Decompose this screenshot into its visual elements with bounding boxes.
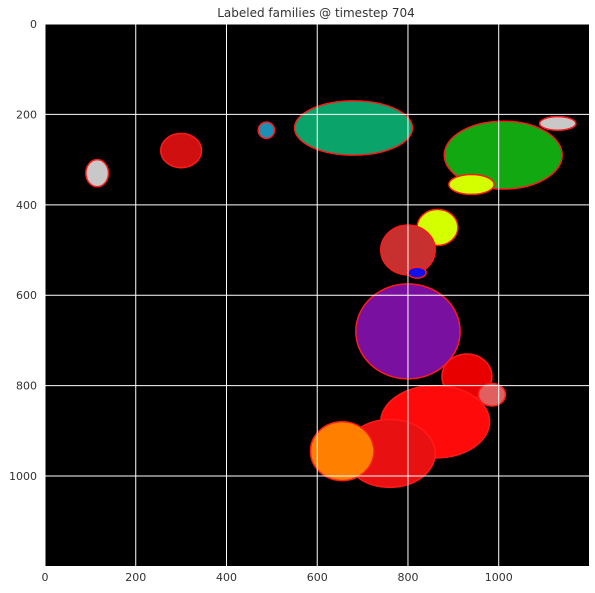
region-light-gray-ne xyxy=(538,115,577,131)
region-orange xyxy=(309,421,375,482)
x-tick-label: 800 xyxy=(397,571,418,584)
region-bright-green xyxy=(443,120,563,190)
region-dark-red-left xyxy=(159,132,203,169)
x-tick-label: 1000 xyxy=(485,571,513,584)
x-tick-label: 600 xyxy=(307,571,328,584)
y-tick-label: 600 xyxy=(16,289,37,302)
region-yellow-top xyxy=(448,173,495,196)
plot-area xyxy=(44,23,589,566)
y-axis: 0 200 400 600 800 1000 xyxy=(9,18,37,483)
region-teal-green xyxy=(293,100,414,156)
x-tick-label: 0 xyxy=(42,571,49,584)
y-tick-label: 800 xyxy=(16,380,37,393)
region-light-gray-w xyxy=(85,158,110,188)
x-axis: 0 200 400 600 800 1000 xyxy=(42,571,513,584)
region-blue xyxy=(407,266,427,279)
y-tick-label: 400 xyxy=(16,199,37,212)
y-tick-label: 1000 xyxy=(9,470,37,483)
y-tick-label: 200 xyxy=(16,108,37,121)
x-tick-label: 400 xyxy=(216,571,237,584)
chart-title: Labeled families @ timestep 704 xyxy=(217,6,415,20)
region-blue-teal xyxy=(257,121,276,140)
y-tick-label: 0 xyxy=(30,18,37,31)
x-tick-label: 200 xyxy=(125,571,146,584)
